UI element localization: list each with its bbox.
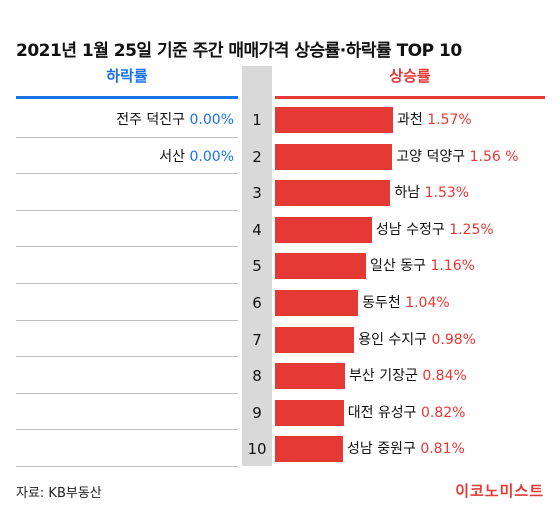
increase-value: 1.25% bbox=[449, 221, 494, 238]
rank-number: 3 bbox=[252, 184, 262, 203]
rank-number: 10 bbox=[247, 440, 267, 459]
increase-bar bbox=[275, 290, 359, 316]
rank-column bbox=[242, 66, 272, 466]
increase-label: 용인 수지구 0.98% bbox=[358, 321, 476, 359]
rank-number: 5 bbox=[252, 257, 262, 276]
rank-number: 6 bbox=[252, 294, 262, 312]
brand-logo: 이코노미스트 bbox=[455, 482, 544, 500]
increase-bar bbox=[275, 436, 343, 463]
increase-label: 과천 1.57% bbox=[397, 101, 472, 139]
increase-value: 0.81% bbox=[420, 441, 465, 458]
rank-number: 4 bbox=[252, 220, 262, 239]
rank-number: 7 bbox=[252, 330, 262, 349]
decline-value: 0.00% bbox=[189, 148, 234, 165]
decline-row-separator bbox=[16, 246, 238, 248]
increase-value: 1.57% bbox=[427, 112, 472, 128]
increase-region: 동두천 bbox=[362, 295, 401, 311]
increase-label: 하남 1.53% bbox=[394, 174, 469, 212]
increase-label: 성남 중원구 0.81% bbox=[347, 430, 465, 468]
increase-value: 1.56 % bbox=[469, 148, 519, 165]
increase-bar bbox=[275, 326, 355, 353]
increase-bar bbox=[275, 253, 366, 280]
increase-bar bbox=[275, 143, 393, 170]
rank-number: 1 bbox=[252, 111, 262, 129]
decline-header-rule bbox=[16, 96, 238, 99]
increase-bar bbox=[275, 399, 344, 426]
increase-region: 하남 bbox=[394, 185, 421, 202]
increase-label: 동두천 1.04% bbox=[362, 284, 450, 322]
increase-label: 일산 동구 1.16% bbox=[370, 247, 475, 285]
decline-row-separator bbox=[16, 466, 238, 467]
source-note: 자료: KB부동산 bbox=[16, 486, 102, 501]
increase-bar bbox=[275, 216, 372, 243]
increase-bar bbox=[275, 107, 393, 133]
increase-label: 고양 덕양구 1.56 % bbox=[396, 138, 518, 176]
decline-value: 0.00% bbox=[189, 112, 234, 128]
increase-bar bbox=[275, 363, 345, 390]
decline-row-separator bbox=[16, 173, 238, 175]
increase-value: 0.82% bbox=[421, 404, 466, 421]
rank-number: 8 bbox=[252, 367, 262, 386]
decline-row-separator bbox=[16, 356, 238, 358]
decline-row-separator bbox=[16, 392, 238, 394]
decline-label: 서산 0.00% bbox=[159, 138, 234, 176]
increase-region: 과천 bbox=[397, 112, 423, 128]
decline-row-separator bbox=[16, 209, 238, 211]
increase-bar bbox=[275, 180, 391, 207]
increase-label: 대전 유성구 0.82% bbox=[348, 394, 466, 432]
rank-number: 9 bbox=[252, 403, 262, 422]
decline-row-separator bbox=[16, 319, 238, 321]
increase-header-rule bbox=[275, 96, 545, 99]
increase-label: 부산 기장군 0.84% bbox=[349, 357, 467, 395]
increase-value: 1.04% bbox=[405, 295, 450, 311]
increase-region: 부산 기장군 bbox=[349, 368, 418, 385]
increase-value: 1.16% bbox=[430, 258, 475, 275]
increase-value: 0.84% bbox=[422, 368, 467, 385]
decline-label: 전주 덕진구 0.00% bbox=[116, 101, 234, 139]
decline-region: 전주 덕진구 bbox=[116, 112, 186, 128]
decline-row-separator bbox=[16, 136, 238, 138]
increase-region: 대전 유성구 bbox=[347, 404, 417, 421]
increase-region: 고양 덕양구 bbox=[396, 148, 466, 165]
increase-value: 1.53% bbox=[424, 185, 470, 202]
chart-title: 2021년 1월 25일 기준 주간 매매가격 상승률·하락률 TOP 10 bbox=[16, 41, 462, 61]
decline-row-separator bbox=[16, 283, 238, 284]
increase-region: 용인 수지구 bbox=[358, 331, 428, 348]
decline-header: 하락률 bbox=[106, 67, 148, 85]
increase-region: 성남 중원구 bbox=[347, 441, 416, 458]
increase-region: 성남 수정구 bbox=[375, 221, 445, 238]
increase-region: 일산 동구 bbox=[370, 258, 426, 275]
increase-label: 성남 수정구 1.25% bbox=[376, 211, 494, 249]
decline-row-separator bbox=[16, 429, 238, 431]
decline-region: 서산 bbox=[159, 148, 186, 165]
increase-value: 0.98% bbox=[431, 331, 476, 348]
increase-header: 상승률 bbox=[389, 67, 431, 85]
rank-number: 2 bbox=[252, 147, 262, 166]
